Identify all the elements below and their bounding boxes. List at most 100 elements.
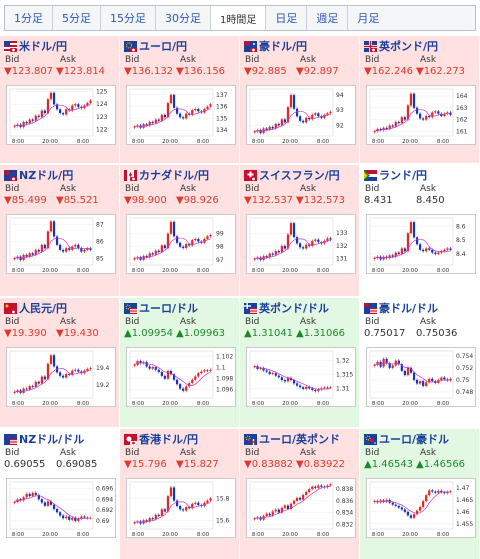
pair-title[interactable]: NZドル/ドル: [4, 432, 84, 446]
pair-title[interactable]: 英ポンド/ドル: [244, 301, 329, 315]
mini-chart[interactable]: 125 124 123 122 8:00 20:00 8:00: [6, 85, 116, 145]
mini-chart[interactable]: 87 86 85 8:00 20:00 8:00: [6, 214, 116, 274]
mini-chart[interactable]: 94 93 92 8:00 20:00 8:00: [246, 85, 356, 145]
tab-8[interactable]: 月足: [357, 12, 380, 25]
mini-chart[interactable]: 133 132 131 8:00 20:00 8:00: [246, 214, 356, 274]
pair-title[interactable]: 人民元/円: [4, 301, 67, 315]
candle: [329, 387, 332, 389]
pair-title[interactable]: 英ポンド/円: [364, 39, 438, 53]
candle: [185, 113, 188, 119]
mini-chart[interactable]: 8.6 8.5 8.4 8:00 20:00 8:00: [366, 214, 476, 274]
rate-card[interactable]: NZドル/ドル Bid Ask 0.69055 0.69085 0.696 0.694 0.6…: [0, 429, 119, 559]
rate-card[interactable]: 豪ドル/円 Bid Ask ▼92.885 ▼92.897 94 93 92 8:00 20:00…: [240, 36, 359, 163]
pair-name: 英ポンド/円: [379, 40, 439, 53]
mini-chart[interactable]: 164 163 162 161 8:00 20:00 8:00: [366, 85, 476, 145]
x-tick-label: 8:00: [317, 139, 330, 145]
tab-7[interactable]: 週足: [307, 6, 349, 30]
candle: [308, 489, 311, 492]
rate-card[interactable]: スイスフラン/円 Bid Ask ▼132.537 ▼132.573 133 132 131 8…: [240, 165, 359, 296]
rate-card[interactable]: ユーロ/英ポンド Bid Ask ▼0.83882 ▼0.83922 0.838 0.836…: [240, 429, 359, 559]
y-tick-label: 1.102: [216, 354, 233, 361]
rate-card[interactable]: カナダドル/円 Bid Ask ▼98.900 ▼98.926 99 98 97 8:00 20:…: [120, 165, 239, 296]
pair-title[interactable]: 豪ドル/ドル: [364, 301, 438, 315]
ask-value: 0.69085: [56, 459, 98, 470]
tab-5[interactable]: 1時間足: [211, 6, 267, 30]
candle: [418, 244, 422, 250]
rate-card[interactable]: 米ドル/円 Bid Ask ▼123.807 ▼123.814 125 124 123 122 8…: [0, 36, 119, 163]
rate-card[interactable]: 香港ドル/円 Bid Ask ▼15.796 ▼15.827 15.8 15.6 8:00 20…: [120, 429, 239, 559]
candle: [329, 484, 332, 486]
candle: [160, 372, 163, 376]
tab-4[interactable]: 30分足: [156, 6, 211, 30]
pair-title[interactable]: スイスフラン/円: [244, 168, 340, 182]
mini-chart[interactable]: 15.8 15.6 8:00 20:00 8:00: [126, 478, 236, 538]
candle: [274, 123, 277, 129]
mini-chart[interactable]: 19.4 19.2 8:00 20:00 8:00: [6, 347, 116, 407]
rate-card[interactable]: ユーロ/円 Bid Ask ▼136.132 ▼136.156 137 136 135 134 8…: [120, 36, 239, 163]
y-tick-label: 8.6: [456, 223, 466, 230]
currency-flag-icon: [124, 433, 137, 445]
rate-card[interactable]: 英ポンド/ドル Bid Ask ▲1.31041 ▲1.31066 1.32 1.315 1.…: [240, 298, 359, 427]
pair-name: ユーロ/円: [139, 40, 188, 53]
candle: [286, 505, 290, 510]
ask-value: ▲1.31066: [296, 328, 346, 339]
candle: [422, 501, 425, 508]
rate-card[interactable]: NZドル/円 Bid Ask ▼85.499 ▼85.521 87 86 85 8:00 20:0…: [0, 165, 119, 296]
candlestick-chart: 19.4 19.2 8:00 20:00 8:00: [9, 350, 110, 407]
x-tick-label: 8:00: [252, 532, 265, 538]
y-tick-label: 134: [216, 127, 228, 134]
mini-chart[interactable]: 1.102 1.1 1.098 1.096 8:00 20:00 8:00: [126, 347, 236, 407]
candlestick-chart: 8.6 8.5 8.4 8:00 20:00 8:00: [369, 217, 466, 274]
candle: [418, 113, 422, 119]
bid-label: Bid: [365, 184, 380, 194]
y-tick-label: 0.692: [96, 507, 113, 514]
pair-name: 英ポンド/ドル: [259, 302, 330, 315]
mini-chart[interactable]: 0.838 0.836 0.834 0.832 8:00 20:00 8:00: [246, 478, 356, 538]
pair-title[interactable]: ユーロ/円: [124, 39, 187, 53]
rate-card[interactable]: 英ポンド/円 Bid Ask ▼162.246 ▼162.273 164 163 162 161…: [360, 36, 479, 163]
pair-title[interactable]: ランド/円: [364, 168, 427, 182]
rate-card[interactable]: 人民元/円 Bid Ask ▼19.390 ▼19.430 19.4 19.2 8:00 20:…: [0, 298, 119, 427]
mini-chart[interactable]: 0.696 0.694 0.692 0.69 8:00 20:00 8:00: [6, 478, 116, 538]
tab-2[interactable]: 5分足: [53, 6, 101, 30]
candle: [157, 514, 160, 516]
mini-chart[interactable]: 1.32 1.315 1.31 8:00 20:00 8:00: [246, 347, 356, 407]
pair-title[interactable]: NZドル/円: [4, 168, 73, 182]
mini-chart[interactable]: 1.47 1.465 1.46 1.455 8:00 20:00 8:00: [366, 478, 476, 538]
bid-value: ▼136.132: [124, 66, 174, 77]
candle: [271, 126, 274, 129]
tab-3[interactable]: 15分足: [101, 6, 156, 30]
pair-name: NZドル/ドル: [19, 433, 85, 446]
candlestick-chart: 0.696 0.694 0.692 0.69 8:00 20:00 8:00: [9, 481, 113, 538]
pair-title[interactable]: 豪ドル/円: [244, 39, 307, 53]
rate-card[interactable]: 豪ドル/ドル Bid Ask 0.75017 0.75036 0.754 0.752 0.75…: [360, 298, 479, 427]
pair-title[interactable]: 香港ドル/円: [124, 432, 198, 446]
rate-card[interactable]: ランド/円 Bid Ask 8.431 8.450 8.6 8.5 8.4 8:00 20:00 8…: [360, 165, 479, 296]
pair-name: 豪ドル/円: [259, 40, 308, 53]
candle: [265, 370, 268, 372]
candle: [151, 121, 154, 124]
mini-chart[interactable]: 99 98 97 8:00 20:00 8:00: [126, 214, 236, 274]
pair-title[interactable]: ユーロ/豪ドル: [364, 432, 449, 446]
x-tick-label: 20:00: [402, 401, 418, 407]
candle: [415, 379, 419, 384]
bid-value: ▲1.09954: [124, 328, 174, 339]
pair-title[interactable]: カナダドル/円: [124, 168, 209, 182]
rate-card[interactable]: ユーロ/ドル Bid Ask ▲1.09954 ▲1.09963 1.102 1.1 1.09…: [120, 298, 239, 427]
mini-chart[interactable]: 0.754 0.752 0.75 0.748 8:00 20:00 8:00: [366, 347, 476, 407]
tab-1[interactable]: 1分足: [5, 6, 53, 30]
mini-chart[interactable]: 137 136 135 134 8:00 20:00 8:00: [126, 85, 236, 145]
rate-card[interactable]: ユーロ/豪ドル Bid Ask ▲1.46543 ▲1.46566 1.47 1.465 1.…: [360, 429, 479, 559]
x-tick-label: 20:00: [162, 401, 178, 407]
candlestick-chart: 99 98 97 8:00 20:00 8:00: [129, 217, 224, 274]
ask-value: ▼85.521: [56, 195, 99, 206]
pair-title[interactable]: ユーロ/ドル: [124, 301, 198, 315]
bid-value: ▼19.390: [4, 328, 47, 339]
ask-value: ▼136.156: [176, 66, 226, 77]
candle: [449, 378, 452, 381]
candle: [277, 123, 280, 126]
pair-title[interactable]: ユーロ/英ポンド: [244, 432, 340, 446]
x-tick-label: 8:00: [437, 532, 450, 538]
pair-title[interactable]: 米ドル/円: [4, 39, 67, 53]
tab-6[interactable]: 日足: [266, 6, 308, 30]
